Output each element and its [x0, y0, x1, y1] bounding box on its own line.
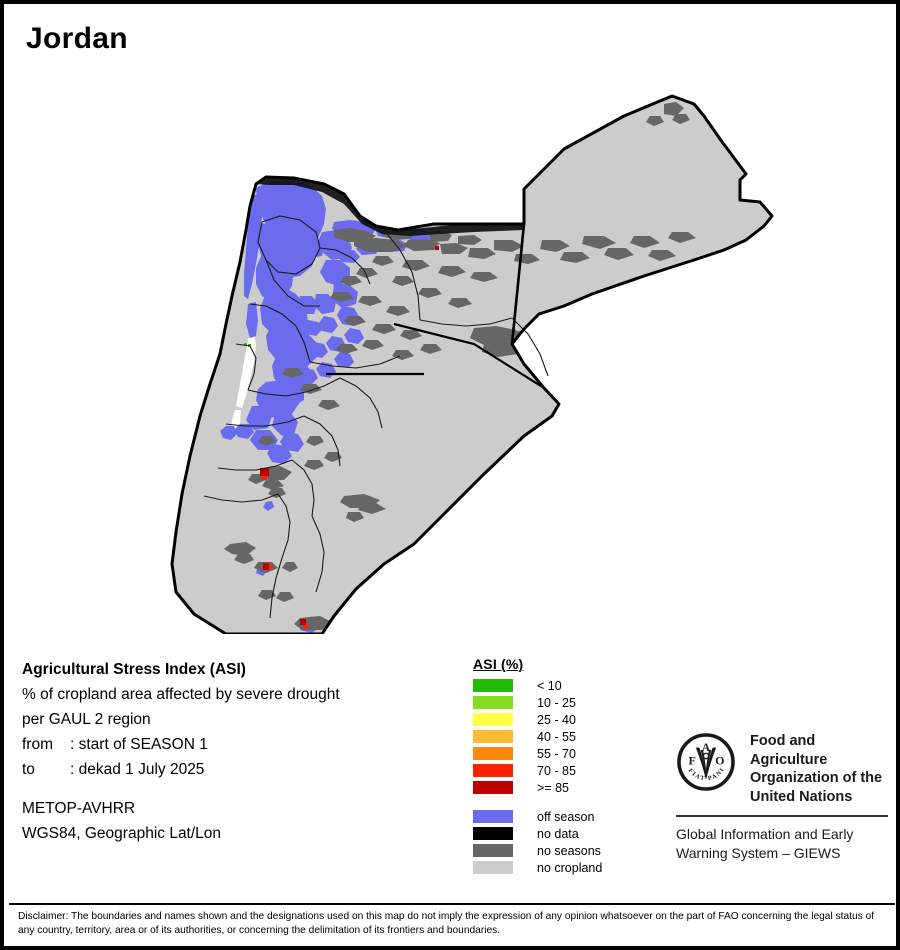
legend-swatch-0 — [473, 679, 513, 692]
legend-label-6: >= 85 — [537, 780, 569, 795]
map-canvas — [4, 44, 896, 634]
legend-label-2: 25 - 40 — [537, 712, 576, 727]
legend-item-5: 70 - 85 — [473, 762, 653, 779]
legend-swatch-no-data — [473, 827, 513, 840]
giews-line-1: Global Information and Early — [676, 826, 854, 842]
legend-label-off-season: off season — [537, 809, 595, 824]
legend-item-0: < 10 — [473, 677, 653, 694]
legend-special-0: off season — [473, 808, 653, 825]
disclaimer-divider — [9, 903, 895, 905]
info-to-value: : dekad 1 July 2025 — [70, 761, 205, 778]
fao-branding: F A O FIAT PANIS Food and Agriculture Or… — [676, 732, 891, 863]
giews-system-name: Global Information and Early Warning Sys… — [676, 825, 891, 863]
info-projection: WGS84, Geographic Lat/Lon — [22, 825, 222, 842]
fao-organization-name: Food and Agriculture Organization of the… — [750, 732, 891, 806]
info-from-label: from — [22, 736, 53, 753]
svg-text:A: A — [702, 742, 711, 754]
svg-text:O: O — [715, 753, 724, 767]
fao-org-line-3: United Nations — [750, 788, 853, 805]
no-seasons-speckle — [224, 102, 696, 630]
fao-logo-icon: F A O FIAT PANIS — [676, 732, 735, 791]
legend-special-3: no cropland — [473, 859, 653, 876]
info-to-row: to : dekad 1 July 2025 — [22, 757, 452, 782]
legend-swatch-no-seasons — [473, 844, 513, 857]
legend-label-5: 70 - 85 — [537, 763, 576, 778]
legend-item-2: 25 - 40 — [473, 711, 653, 728]
legend-label-3: 40 - 55 — [537, 729, 576, 744]
legend-item-4: 55 - 70 — [473, 745, 653, 762]
legend-item-3: 40 - 55 — [473, 728, 653, 745]
legend-swatch-5 — [473, 764, 513, 777]
svg-text:F: F — [689, 753, 696, 767]
legend-swatch-1 — [473, 696, 513, 709]
legend-swatch-6 — [473, 781, 513, 794]
legend-label-no-cropland: no cropland — [537, 860, 603, 875]
legend-label-0: < 10 — [537, 678, 562, 693]
legend-label-no-data: no data — [537, 826, 579, 841]
legend-title: ASI (%) — [473, 656, 524, 672]
disclaimer-text: Disclaimer: The boundaries and names sho… — [18, 911, 875, 936]
map-info-block: Agricultural Stress Index (ASI) % of cro… — [22, 657, 452, 846]
legend-swatch-4 — [473, 747, 513, 760]
info-subtitle: % of cropland area affected by severe dr… — [22, 686, 340, 703]
info-to-label: to — [22, 761, 35, 778]
info-from-value: : start of SEASON 1 — [70, 736, 208, 753]
admin1-boundary-mid — [393, 322, 545, 389]
admin2-boundaries — [203, 215, 549, 619]
fao-org-line-1: Food and Agriculture — [750, 733, 828, 768]
jordan-map — [170, 94, 774, 634]
info-sensor: METOP-AVHRR — [22, 800, 136, 817]
fao-divider — [676, 815, 888, 817]
legend-item-1: 10 - 25 — [473, 694, 653, 711]
legend: ASI (%) < 10 10 - 25 25 - 40 40 - 55 55 … — [473, 656, 653, 876]
info-region-level: per GAUL 2 region — [22, 711, 151, 728]
legend-label-4: 55 - 70 — [537, 746, 576, 761]
legend-swatch-no-cropland — [473, 861, 513, 874]
legend-swatch-2 — [473, 713, 513, 726]
legend-label-1: 10 - 25 — [537, 695, 576, 710]
admin1-boundary-ne — [510, 223, 526, 345]
info-from-row: from : start of SEASON 1 — [22, 732, 452, 757]
legend-special-1: no data — [473, 825, 653, 842]
legend-special-2: no seasons — [473, 842, 653, 859]
legend-label-no-seasons: no seasons — [537, 843, 601, 858]
info-heading: Agricultural Stress Index (ASI) — [22, 661, 246, 678]
legend-swatch-off-season — [473, 810, 513, 823]
legend-swatch-3 — [473, 730, 513, 743]
page-title: Jordan — [26, 22, 128, 55]
fao-org-line-2: Organization of the — [750, 770, 883, 786]
giews-line-2: Warning System – GIEWS — [676, 845, 841, 861]
legend-item-6: >= 85 — [473, 779, 653, 796]
